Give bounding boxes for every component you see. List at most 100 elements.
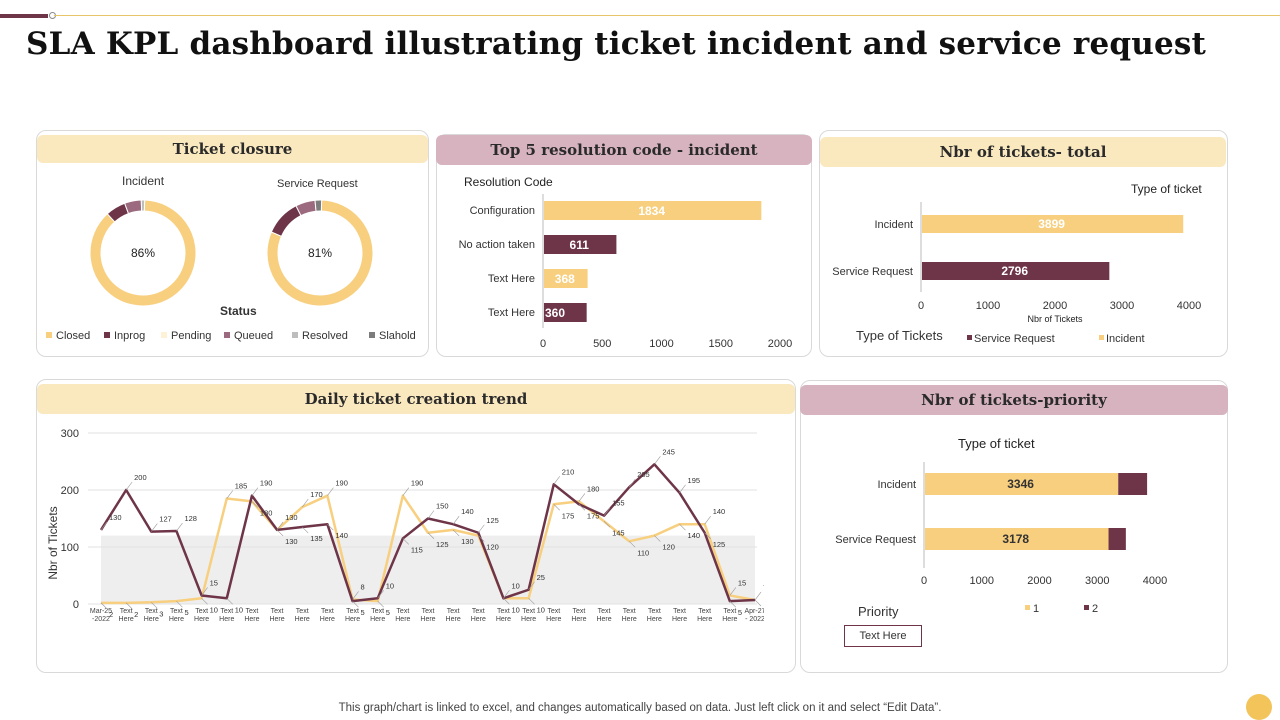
trend-x-tick: Text Here xyxy=(521,608,536,623)
trend-label-leader xyxy=(301,498,309,508)
trend-data-label: 140 xyxy=(713,507,726,516)
top5-bar xyxy=(544,303,587,322)
trend-data-label: 10 xyxy=(511,605,519,614)
trend-data-label: 210 xyxy=(562,467,575,476)
trend-x-tick: Text Here xyxy=(647,608,662,623)
priority-data-label: 3178 xyxy=(1002,532,1029,546)
legend-inprog-label: Inprog xyxy=(114,330,146,342)
top5-panel xyxy=(436,134,812,357)
trend-label-leader xyxy=(402,487,410,496)
trend-x-tick: Apr-27- 2022 xyxy=(744,608,764,623)
trend-x-tick: Text Here xyxy=(596,608,611,623)
trend-x-tick: Text Here xyxy=(471,608,486,623)
top5-x-tick: 2000 xyxy=(768,338,792,350)
trend-y-tick: 100 xyxy=(61,542,79,554)
trend-data-label: 175 xyxy=(562,511,575,520)
nbr-total-chart-title: Type of ticket xyxy=(1131,182,1202,196)
total-x-tick: 2000 xyxy=(1043,300,1067,312)
trend-label-leader xyxy=(276,529,284,537)
daily-trend-header: Daily ticket creation trend xyxy=(37,384,795,414)
trend-data-label: 190 xyxy=(411,479,424,488)
trend-label-leader xyxy=(151,523,158,532)
trend-label-leader xyxy=(402,538,410,545)
trend-data-label: 10 xyxy=(537,605,545,614)
priority-legend-title: Priority xyxy=(858,604,899,619)
top-accent-bar xyxy=(0,14,48,18)
incident-donut-chart: 86% xyxy=(89,199,197,307)
trend-data-label: 155 xyxy=(612,499,625,508)
total-legend-service-swatch xyxy=(967,335,972,340)
trend-label-leader xyxy=(327,487,334,496)
priority-bar-segment xyxy=(925,528,1109,550)
trend-label-leader xyxy=(377,590,384,599)
trend-label-leader xyxy=(452,516,460,525)
trend-label-leader xyxy=(628,478,636,488)
trend-y-tick: 300 xyxy=(61,428,79,440)
nbr-total-bar-chart: Type of ticket Nbr of Tickets Type of Ti… xyxy=(832,182,1202,345)
trend-data-label: 8 xyxy=(361,582,365,591)
trend-x-tick: Text Here xyxy=(672,608,687,623)
nbr-priority-chart-title: Type of ticket xyxy=(958,436,1035,451)
top5-x-tick: 1500 xyxy=(709,338,733,350)
trend-label-leader xyxy=(352,600,359,608)
top5-data-label: 1834 xyxy=(638,204,665,218)
top5-x-tick: 0 xyxy=(540,338,546,350)
total-x-tick: 3000 xyxy=(1110,300,1134,312)
corner-decoration-dot xyxy=(1246,694,1272,720)
trend-label-leader xyxy=(352,591,359,600)
trend-x-tick: Mar-25 -2022 xyxy=(90,608,112,623)
trend-y-tick: 200 xyxy=(61,485,79,497)
top5-header: Top 5 resolution code - incident xyxy=(436,135,812,165)
total-bar xyxy=(922,262,1110,280)
top5-x-tick: 500 xyxy=(593,338,611,350)
incident-donut-slice-closed xyxy=(89,199,197,307)
incident-donut-center-label: 86% xyxy=(131,246,155,260)
nbr-total-legend-title: Type of Tickets xyxy=(856,328,943,343)
trend-label-leader xyxy=(125,602,133,610)
trend-label-leader xyxy=(151,602,158,609)
trend-data-label: 7 xyxy=(763,583,764,592)
trend-data-label: 130 xyxy=(109,513,122,522)
trend-data-label: 5 xyxy=(184,608,188,617)
priority-x-tick: 4000 xyxy=(1143,575,1167,587)
legend-closed-swatch xyxy=(46,332,52,339)
priority-bar-segment xyxy=(1118,473,1148,495)
trend-label-leader xyxy=(327,523,334,531)
trend-label-leader xyxy=(654,535,661,542)
trend-x-tick: Text Here xyxy=(722,608,737,623)
trend-label-leader xyxy=(603,507,611,516)
legend-queued-label: Queued xyxy=(234,330,274,342)
legend-queued: Queued xyxy=(224,330,273,342)
legend-slahold: Slahold xyxy=(369,330,416,342)
trend-data-label: 140 xyxy=(335,531,348,540)
trend-label-leader xyxy=(553,476,561,485)
priority-bar-segment xyxy=(925,473,1119,495)
trend-data-label: 10 xyxy=(386,581,394,590)
trend-label-leader xyxy=(578,504,586,511)
total-x-tick: 4000 xyxy=(1177,300,1201,312)
legend-inprog-swatch xyxy=(104,332,110,339)
nbr-total-header: Nbr of tickets- total xyxy=(820,137,1226,167)
trend-label-leader xyxy=(478,535,485,542)
trend-data-label: 127 xyxy=(159,515,172,524)
trend-label-leader xyxy=(276,521,284,531)
nbr-priority-panel xyxy=(800,380,1228,673)
trend-data-label: 7 xyxy=(763,607,764,616)
text-here-box[interactable]: Text Here xyxy=(844,625,922,647)
legend-closed-label: Closed xyxy=(56,330,91,342)
trend-label-leader xyxy=(629,541,636,548)
trend-data-label: 125 xyxy=(486,516,499,525)
total-legend-service-label: Service Request xyxy=(974,333,1055,345)
trend-data-label: 170 xyxy=(310,490,323,499)
ticket-closure-header: Ticket closure xyxy=(37,135,428,163)
trend-data-label: 150 xyxy=(436,502,449,511)
trend-label-leader xyxy=(603,521,611,528)
incident-donut-title: Incident xyxy=(122,174,165,188)
trend-data-label: 140 xyxy=(688,531,701,540)
trend-data-label: 185 xyxy=(235,482,248,491)
total-legend-incident-label: Incident xyxy=(1106,333,1145,345)
trend-label-leader xyxy=(754,599,762,607)
trend-label-leader xyxy=(452,529,460,537)
trend-label-leader xyxy=(654,456,661,465)
trend-label-leader xyxy=(578,493,586,502)
